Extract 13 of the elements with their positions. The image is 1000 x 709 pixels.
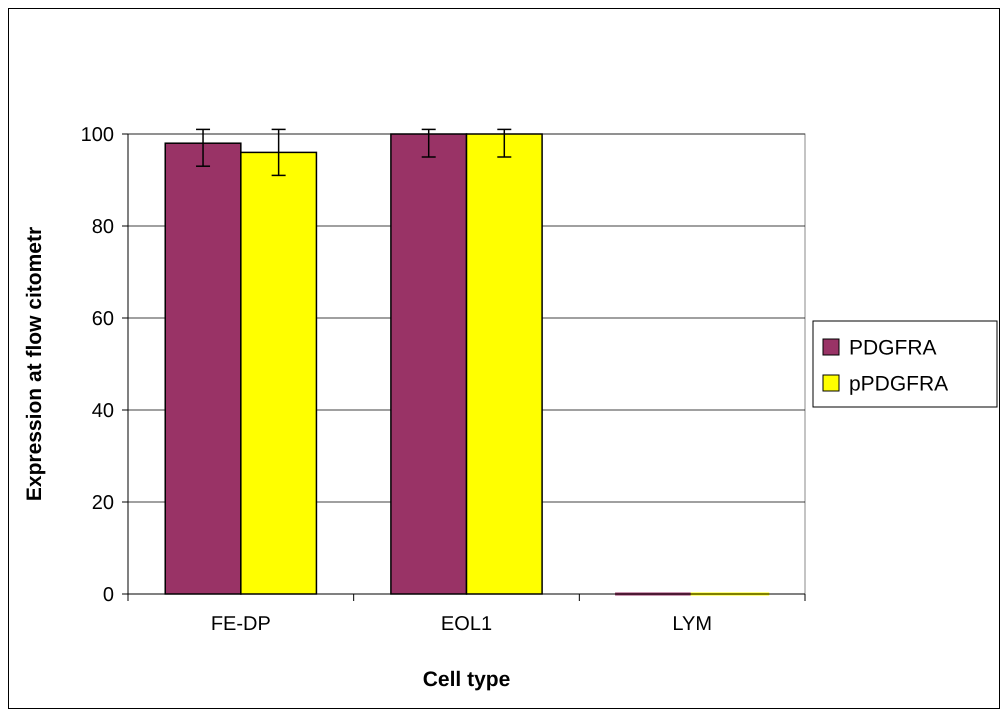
y-tick-label: 40 — [92, 400, 114, 422]
y-tick-label: 0 — [102, 584, 114, 606]
y-tick-label: 60 — [92, 308, 114, 330]
y-axis-title: Expression at flow citometr — [23, 226, 46, 502]
x-tick-label: LYM — [672, 613, 712, 635]
x-tick-label: FE-DP — [210, 613, 271, 635]
y-tick-label: 100 — [80, 124, 114, 146]
x-tick-label: EOL1 — [440, 613, 492, 635]
legend-label: PDGFRA — [849, 336, 937, 360]
x-axis-title: Cell type — [422, 668, 510, 691]
y-tick-label: 20 — [92, 492, 114, 514]
y-tick-label: 80 — [92, 216, 114, 238]
legend-label: pPDGFRA — [849, 372, 948, 396]
